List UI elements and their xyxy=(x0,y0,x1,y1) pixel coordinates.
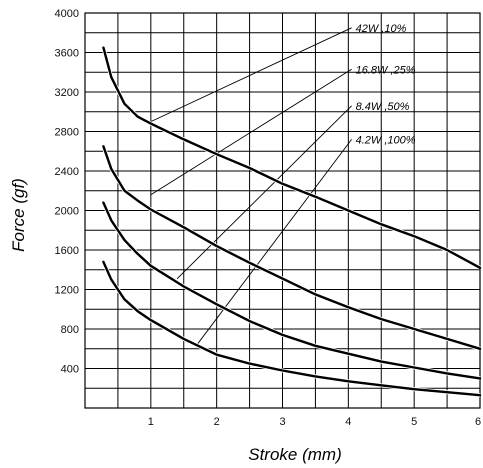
series-line-3 xyxy=(102,201,482,380)
x-tick-label: 6 xyxy=(475,416,481,428)
series-layer xyxy=(101,46,482,398)
y-tick-label: 3200 xyxy=(55,87,79,99)
series-line-1 xyxy=(102,46,482,269)
plot-frame xyxy=(84,12,481,409)
y-tick-label: 4000 xyxy=(55,8,79,20)
y-tick-label: 2400 xyxy=(55,166,79,178)
grid-lines xyxy=(85,13,480,408)
callout-leader xyxy=(150,68,352,196)
callout-leader xyxy=(196,139,352,346)
x-tick-label: 5 xyxy=(411,416,417,428)
x-axis-title: Stroke (mm) xyxy=(248,445,342,464)
y-tick-label: 2000 xyxy=(55,206,79,218)
y-axis-title: Force (gf) xyxy=(9,178,28,252)
x-tick-label: 4 xyxy=(345,416,351,428)
y-tick-label: 1600 xyxy=(55,245,79,257)
series-line-4 xyxy=(102,260,482,397)
y-tick-label: 2800 xyxy=(55,127,79,139)
x-tick-label: 3 xyxy=(279,416,285,428)
series-label-2: 16.8W ,25% xyxy=(356,64,416,76)
series-label-4: 4.2W ,100% xyxy=(356,134,416,146)
series-label-3: 8.4W ,50% xyxy=(356,101,410,113)
callout-leader xyxy=(176,105,352,279)
x-tick-label: 1 xyxy=(148,416,154,428)
y-tick-label: 1200 xyxy=(55,285,79,297)
callout-labels: 42W ,10% 16.8W ,25% 8.4W ,50% 4.2W ,100% xyxy=(356,23,416,147)
series-line-2 xyxy=(102,145,482,350)
callout-lines xyxy=(150,27,352,346)
y-tick-label: 400 xyxy=(61,364,79,376)
y-tick-label: 3600 xyxy=(55,48,79,60)
x-tick-label: 2 xyxy=(214,416,220,428)
series-label-1: 42W ,10% xyxy=(356,23,407,35)
callout-leader xyxy=(150,27,352,123)
y-tick-label: 800 xyxy=(61,324,79,336)
tick-labels: 400 800 1200 1600 2000 2400 2800 3200 3600 4000 1 2… xyxy=(55,8,482,428)
